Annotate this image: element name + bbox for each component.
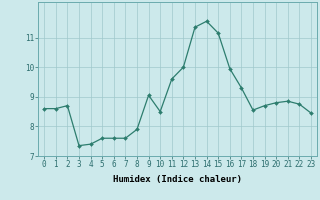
X-axis label: Humidex (Indice chaleur): Humidex (Indice chaleur) xyxy=(113,175,242,184)
